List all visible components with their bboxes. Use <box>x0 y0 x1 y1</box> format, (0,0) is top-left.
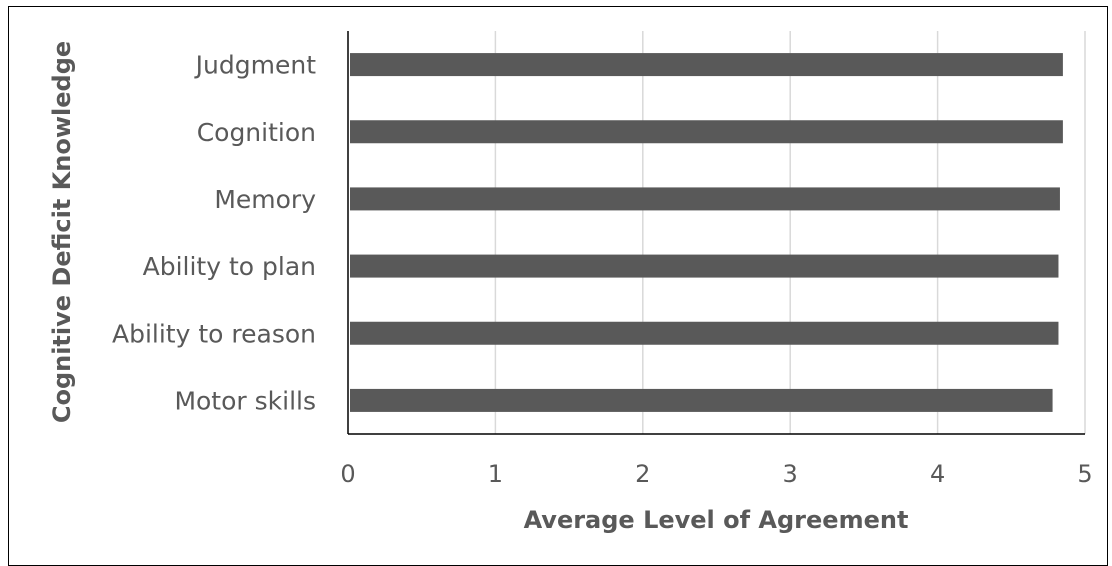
bar <box>350 254 1059 278</box>
x-tick-labels: 0 1 2 3 4 5 <box>340 460 1092 488</box>
gridlines <box>494 31 1086 434</box>
category-label: Judgment <box>194 51 317 80</box>
x-tick-label: 2 <box>635 460 650 488</box>
x-tick-label: 4 <box>930 460 945 488</box>
category-labels: Judgment Cognition Memory Ability to plan Ab… <box>112 51 316 416</box>
bar <box>350 187 1060 211</box>
x-tick-label: 1 <box>488 460 503 488</box>
bar <box>350 388 1053 412</box>
category-label: Ability to reason <box>112 319 316 348</box>
y-axis-title: Cognitive Deficit Knowledge <box>48 41 76 423</box>
x-tick-label: 5 <box>1077 460 1092 488</box>
chart-frame <box>8 6 1108 566</box>
axes <box>347 31 1085 435</box>
x-tick-label: 0 <box>340 460 355 488</box>
category-label: Ability to plan <box>143 252 316 281</box>
category-label: Motor skills <box>174 386 316 415</box>
category-label: Memory <box>214 185 316 214</box>
category-label: Cognition <box>197 118 316 147</box>
x-tick-label: 3 <box>783 460 798 488</box>
bars <box>350 53 1063 412</box>
bar <box>350 53 1063 77</box>
bar <box>350 321 1059 345</box>
x-axis-title: Average Level of Agreement <box>524 506 909 534</box>
bar <box>350 120 1063 144</box>
